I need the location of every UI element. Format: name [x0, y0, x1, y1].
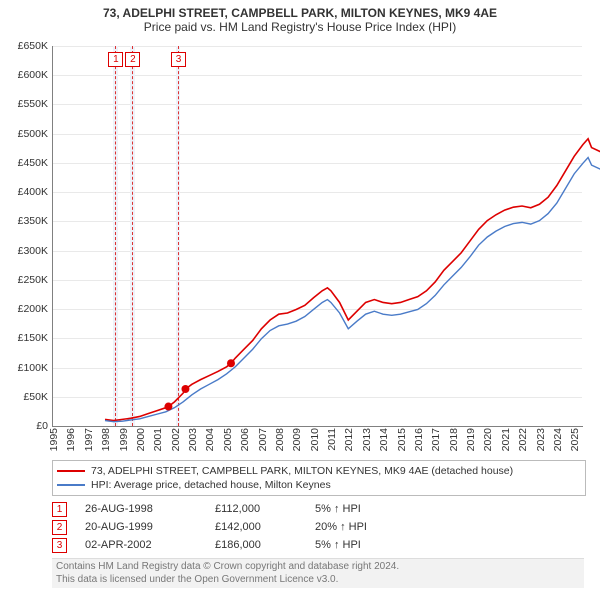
- title-address: 73, ADELPHI STREET, CAMPBELL PARK, MILTO…: [0, 6, 600, 20]
- xtick-label: 1997: [83, 428, 95, 451]
- xtick-label: 2020: [482, 428, 494, 451]
- ytick-label: £0: [2, 420, 48, 432]
- footer-line: Contains HM Land Registry data © Crown c…: [56, 561, 580, 574]
- series-property: [105, 136, 600, 421]
- xtick-label: 2006: [239, 428, 251, 451]
- xtick-label: 2009: [291, 428, 303, 451]
- xtick-label: 2011: [326, 428, 338, 451]
- sale-price: £112,000: [215, 503, 315, 515]
- xtick-label: 2002: [170, 428, 182, 451]
- ytick-label: £600K: [2, 69, 48, 81]
- sale-marker-icon: 3: [52, 538, 67, 553]
- xtick-label: 2003: [187, 428, 199, 451]
- xtick-label: 2016: [413, 428, 425, 451]
- xtick-label: 2012: [343, 428, 355, 451]
- chart-container: { "title": { "line1": "73, ADELPHI STREE…: [0, 0, 600, 590]
- sale-point: [181, 385, 189, 393]
- table-row: 2 20-AUG-1999 £142,000 20% ↑ HPI: [52, 518, 415, 536]
- xtick-label: 2000: [135, 428, 147, 451]
- xtick-label: 2010: [309, 428, 321, 451]
- series-hpi: [105, 155, 600, 422]
- sale-vs-hpi: 5% ↑ HPI: [315, 503, 415, 515]
- xtick-label: 2004: [204, 428, 216, 451]
- chart-title: 73, ADELPHI STREET, CAMPBELL PARK, MILTO…: [0, 0, 600, 34]
- xtick-label: 2008: [274, 428, 286, 451]
- sale-date: 26-AUG-1998: [85, 503, 215, 515]
- ytick-label: £50K: [2, 391, 48, 403]
- table-row: 3 02-APR-2002 £186,000 5% ↑ HPI: [52, 536, 415, 554]
- xtick-label: 2018: [448, 428, 460, 451]
- xtick-label: 2007: [257, 428, 269, 451]
- sale-point: [227, 359, 235, 367]
- sales-table: 1 26-AUG-1998 £112,000 5% ↑ HPI 2 20-AUG…: [52, 500, 415, 554]
- ytick-label: £150K: [2, 332, 48, 344]
- plot-area: [52, 46, 583, 427]
- footer-line: This data is licensed under the Open Gov…: [56, 574, 580, 587]
- xtick-label: 2013: [361, 428, 373, 451]
- ytick-label: £200K: [2, 303, 48, 315]
- ytick-label: £350K: [2, 215, 48, 227]
- xtick-label: 2005: [222, 428, 234, 451]
- legend-label: HPI: Average price, detached house, Milt…: [91, 479, 331, 491]
- sale-vs-hpi: 20% ↑ HPI: [315, 521, 415, 533]
- ytick-label: £100K: [2, 362, 48, 374]
- xtick-label: 2025: [569, 428, 581, 451]
- legend-swatch: [57, 484, 85, 486]
- ytick-label: £500K: [2, 128, 48, 140]
- xtick-label: 2024: [552, 428, 564, 451]
- table-row: 1 26-AUG-1998 £112,000 5% ↑ HPI: [52, 500, 415, 518]
- xtick-label: 2019: [465, 428, 477, 451]
- plot-svg: [105, 92, 600, 472]
- xtick-label: 2001: [152, 428, 164, 451]
- sale-point: [164, 403, 172, 411]
- xtick-label: 2023: [535, 428, 547, 451]
- sale-date: 20-AUG-1999: [85, 521, 215, 533]
- xtick-label: 1996: [65, 428, 77, 451]
- sale-marker-icon: 2: [52, 520, 67, 535]
- legend-swatch: [57, 470, 85, 472]
- ytick-label: £400K: [2, 186, 48, 198]
- xtick-label: 2014: [378, 428, 390, 451]
- legend-label: 73, ADELPHI STREET, CAMPBELL PARK, MILTO…: [91, 465, 513, 477]
- ytick-label: £250K: [2, 274, 48, 286]
- sale-date: 02-APR-2002: [85, 539, 215, 551]
- legend-item-hpi: HPI: Average price, detached house, Milt…: [57, 478, 581, 492]
- sale-vs-hpi: 5% ↑ HPI: [315, 539, 415, 551]
- ytick-label: £300K: [2, 245, 48, 257]
- legend-item-property: 73, ADELPHI STREET, CAMPBELL PARK, MILTO…: [57, 464, 581, 478]
- xtick-label: 1995: [48, 428, 60, 451]
- xtick-label: 1998: [100, 428, 112, 451]
- xtick-label: 2021: [500, 428, 512, 451]
- xtick-label: 2022: [517, 428, 529, 451]
- sale-price: £186,000: [215, 539, 315, 551]
- xtick-label: 2017: [430, 428, 442, 451]
- footer-attribution: Contains HM Land Registry data © Crown c…: [52, 558, 584, 588]
- sale-marker-icon: 1: [52, 502, 67, 517]
- xtick-label: 2015: [396, 428, 408, 451]
- ytick-label: £450K: [2, 157, 48, 169]
- ytick-label: £550K: [2, 98, 48, 110]
- legend: 73, ADELPHI STREET, CAMPBELL PARK, MILTO…: [52, 460, 586, 496]
- xtick-label: 1999: [118, 428, 130, 451]
- title-subtitle: Price paid vs. HM Land Registry's House …: [0, 20, 600, 34]
- ytick-label: £650K: [2, 40, 48, 52]
- sale-price: £142,000: [215, 521, 315, 533]
